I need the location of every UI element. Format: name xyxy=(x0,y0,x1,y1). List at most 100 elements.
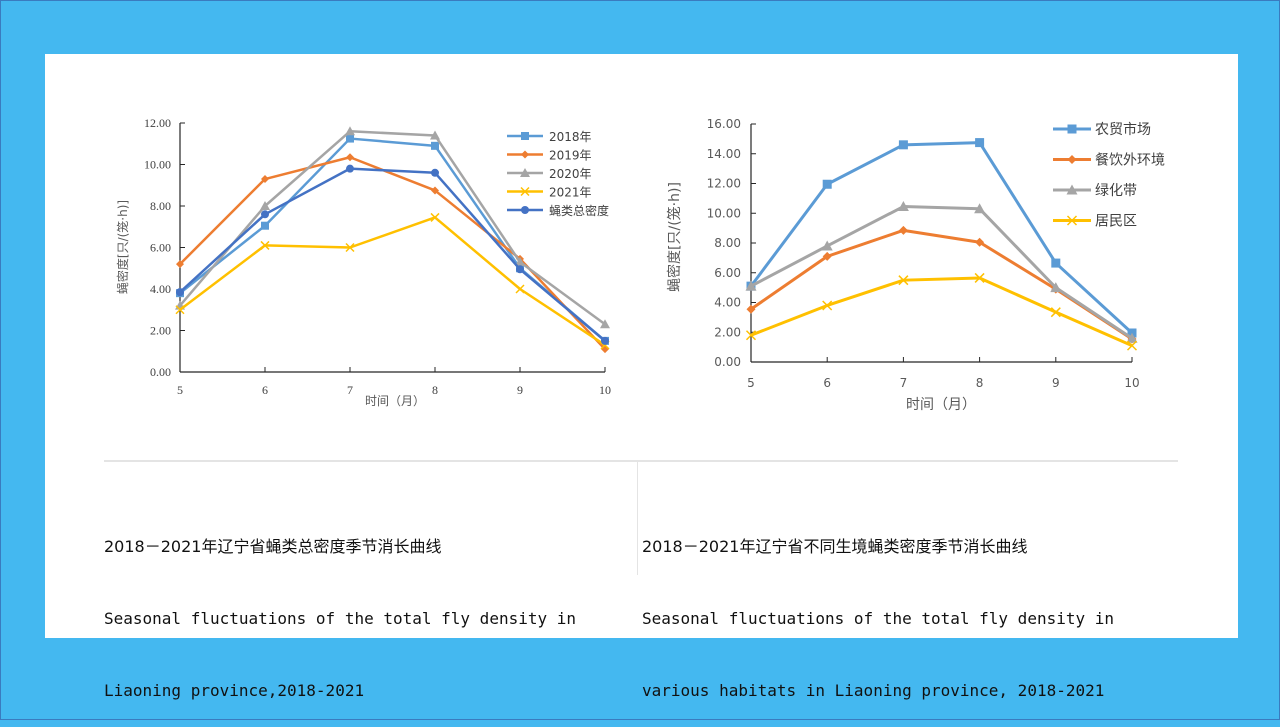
data-point xyxy=(261,221,269,230)
y-tick-label: 12.00 xyxy=(707,177,741,191)
x-axis-title: 时间（月） xyxy=(365,394,425,408)
x-tick-label: 10 xyxy=(1124,376,1139,390)
series-4 xyxy=(176,164,609,345)
data-point xyxy=(261,175,269,184)
x-axis-title: 时间（月） xyxy=(906,397,976,413)
legend-item: 绿化带 xyxy=(1053,183,1137,199)
data-point xyxy=(261,210,269,219)
legend-item: 2020年 xyxy=(507,167,592,181)
data-point xyxy=(1051,258,1061,268)
data-point xyxy=(897,201,909,212)
y-tick-label: 16.00 xyxy=(707,117,741,131)
caption-left-zh: 2018－2021年辽宁省蝇类总密度季节消长曲线 xyxy=(104,537,442,556)
data-point xyxy=(898,225,908,235)
data-point xyxy=(974,203,986,214)
data-point xyxy=(746,304,756,314)
series-line xyxy=(750,276,1133,348)
data-point-stroke-b xyxy=(822,300,833,311)
caption-left-en-line2: Liaoning province,2018-2021 xyxy=(104,681,365,700)
data-point-stroke-b xyxy=(430,212,440,222)
data-point xyxy=(601,336,609,345)
data-point xyxy=(898,140,908,150)
y-tick-label: 10.00 xyxy=(707,206,741,220)
data-point xyxy=(822,300,833,311)
x-tick-label: 9 xyxy=(517,383,523,397)
data-point xyxy=(898,275,909,286)
legend-label: 2021年 xyxy=(549,186,592,200)
x-tick-label: 8 xyxy=(432,383,438,397)
data-point xyxy=(430,130,440,140)
legend-label: 农贸市场 xyxy=(1095,121,1151,138)
x-tick-label: 10 xyxy=(599,383,611,397)
legend-item: 蝇类总密度 xyxy=(507,203,609,218)
y-tick-label: 2.00 xyxy=(150,324,171,338)
slide-panel xyxy=(45,54,1238,638)
legend-item: 2021年 xyxy=(507,186,592,200)
series-line xyxy=(179,216,606,347)
legend-label: 餐饮外环境 xyxy=(1095,153,1165,169)
legend-marker xyxy=(1067,124,1077,134)
data-point xyxy=(515,257,525,267)
x-tick-label: 5 xyxy=(177,383,183,397)
caption-right-en-line1: Seasonal fluctuations of the total fly d… xyxy=(642,609,1115,628)
y-tick-label: 6.00 xyxy=(714,266,741,280)
y-tick-label: 4.00 xyxy=(714,296,741,310)
series-3 xyxy=(175,212,610,350)
data-point-stroke-b xyxy=(974,272,985,283)
y-tick-label: 0.00 xyxy=(150,365,171,379)
data-point xyxy=(346,153,354,162)
x-tick-label: 7 xyxy=(347,383,353,397)
data-point xyxy=(176,260,184,269)
legend-item: 2019年 xyxy=(507,149,592,163)
legend-item: 2018年 xyxy=(507,130,592,144)
data-point xyxy=(430,212,440,222)
series-line xyxy=(179,155,606,351)
legend-label: 居民区 xyxy=(1095,214,1137,230)
y-tick-label: 2.00 xyxy=(714,325,741,339)
data-point xyxy=(175,305,185,315)
data-point xyxy=(176,288,184,297)
data-point xyxy=(600,319,610,329)
x-tick-label: 5 xyxy=(747,376,755,390)
legend-label: 2020年 xyxy=(549,167,592,181)
data-point xyxy=(346,164,354,173)
caption-left-en-line1: Seasonal fluctuations of the total fly d… xyxy=(104,609,577,628)
x-tick-label: 6 xyxy=(262,383,268,397)
caption-right-zh: 2018－2021年辽宁省不同生境蝇类密度季节消长曲线 xyxy=(642,537,1028,556)
data-point xyxy=(345,242,355,253)
caption-right-en-line2: various habitats in Liaoning province, 2… xyxy=(642,681,1105,700)
data-point xyxy=(260,201,270,210)
x-tick-label: 7 xyxy=(900,376,908,390)
data-point xyxy=(431,141,439,150)
data-point xyxy=(975,138,985,148)
caption-divider-vertical xyxy=(637,462,638,575)
caption-divider-horizontal xyxy=(104,460,1178,462)
x-tick-label: 9 xyxy=(1052,376,1060,390)
legend-marker xyxy=(1066,184,1078,195)
legend-item: 居民区 xyxy=(1053,214,1137,230)
data-point-stroke-b xyxy=(745,330,757,341)
series-line xyxy=(179,167,606,342)
data-point xyxy=(516,265,524,274)
caption-left: 2018－2021年辽宁省蝇类总密度季节消长曲线 Seasonal fluctu… xyxy=(104,487,576,727)
y-axis-title: 蝇密度[只/(笼·h)] xyxy=(115,200,130,294)
x-tick-label: 6 xyxy=(823,376,831,390)
data-point xyxy=(345,126,355,136)
legend-marker xyxy=(520,186,530,197)
y-tick-label: 14.00 xyxy=(707,147,741,161)
legend-label: 蝇类总密度 xyxy=(549,203,609,218)
legend-marker-stroke-b xyxy=(520,186,530,197)
data-point xyxy=(975,237,985,247)
legend-marker xyxy=(1066,215,1078,226)
data-point xyxy=(431,186,439,195)
data-point xyxy=(1050,307,1061,318)
series-line xyxy=(179,130,606,326)
data-point xyxy=(1050,282,1062,293)
data-point xyxy=(260,240,270,250)
data-point xyxy=(822,251,832,261)
y-tick-label: 6.00 xyxy=(150,241,171,255)
data-point xyxy=(974,272,985,283)
legend-item: 农贸市场 xyxy=(1053,121,1151,138)
